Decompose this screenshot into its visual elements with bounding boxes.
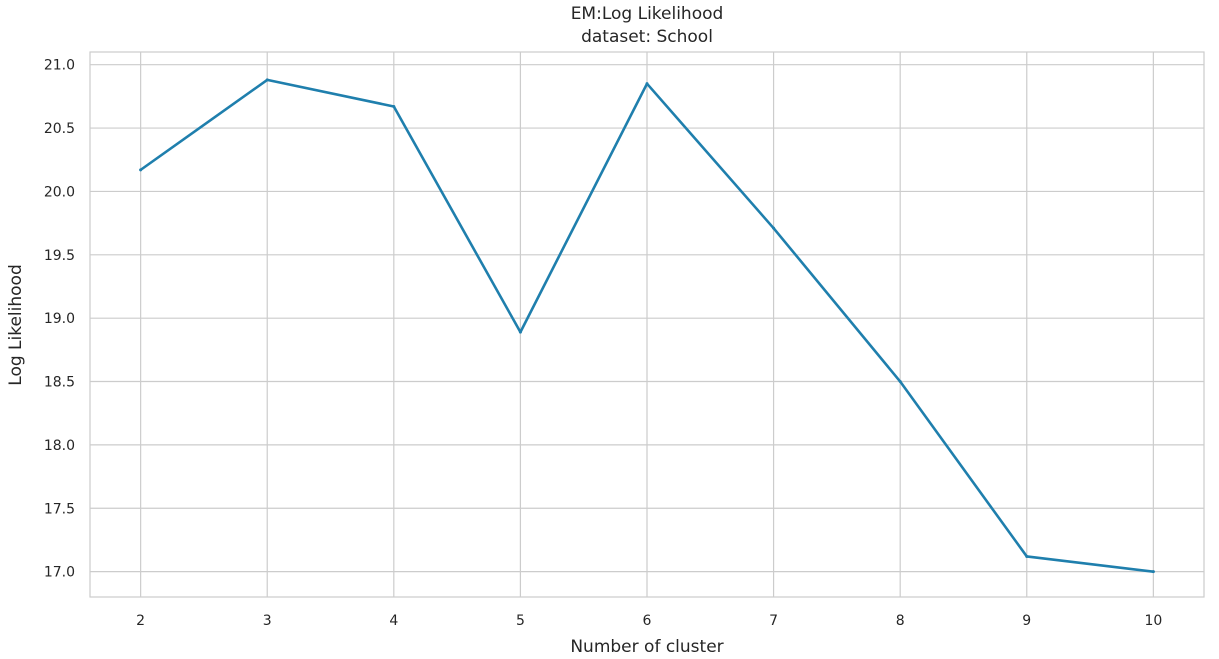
x-tick-label: 2 <box>136 613 145 629</box>
x-tick-label: 6 <box>643 613 652 629</box>
x-axis-ticks: 2 3 4 5 6 7 8 9 10 <box>136 613 1162 629</box>
x-axis-label: Number of cluster <box>570 637 723 657</box>
data-point <box>772 226 776 230</box>
y-tick-label: 18.0 <box>44 438 75 454</box>
data-point <box>1151 570 1155 574</box>
y-tick-label: 19.5 <box>44 248 75 264</box>
x-tick-label: 5 <box>516 613 525 629</box>
x-tick-label: 7 <box>769 613 778 629</box>
y-tick-label: 20.0 <box>44 184 75 200</box>
data-point <box>392 105 396 108</box>
x-tick-label: 10 <box>1144 613 1162 629</box>
data-point <box>139 168 143 172</box>
data-point <box>1025 554 1029 558</box>
y-tick-label: 18.5 <box>44 375 75 391</box>
data-point <box>898 380 902 384</box>
y-tick-label: 17.5 <box>44 501 75 517</box>
x-tick-label: 9 <box>1022 613 1031 629</box>
series-layer <box>139 78 1155 574</box>
y-tick-label: 17.0 <box>44 565 75 581</box>
chart-subtitle: dataset: School <box>581 27 713 47</box>
y-axis-ticks: 17.0 17.5 18.0 18.5 19.0 19.5 20.0 20.5 21.0 <box>44 58 75 581</box>
x-tick-label: 3 <box>263 613 272 629</box>
chart-title: EM:Log Likelihood <box>571 4 724 24</box>
grid-layer <box>90 52 1204 597</box>
y-tick-label: 19.0 <box>44 311 75 327</box>
x-tick-label: 8 <box>896 613 905 629</box>
data-point <box>518 330 522 334</box>
data-point <box>265 78 269 82</box>
y-tick-label: 21.0 <box>44 58 75 74</box>
y-tick-label: 20.5 <box>44 121 75 137</box>
x-tick-label: 4 <box>389 613 398 629</box>
y-axis-label: Log Likelihood <box>6 264 26 385</box>
data-point <box>645 82 649 86</box>
